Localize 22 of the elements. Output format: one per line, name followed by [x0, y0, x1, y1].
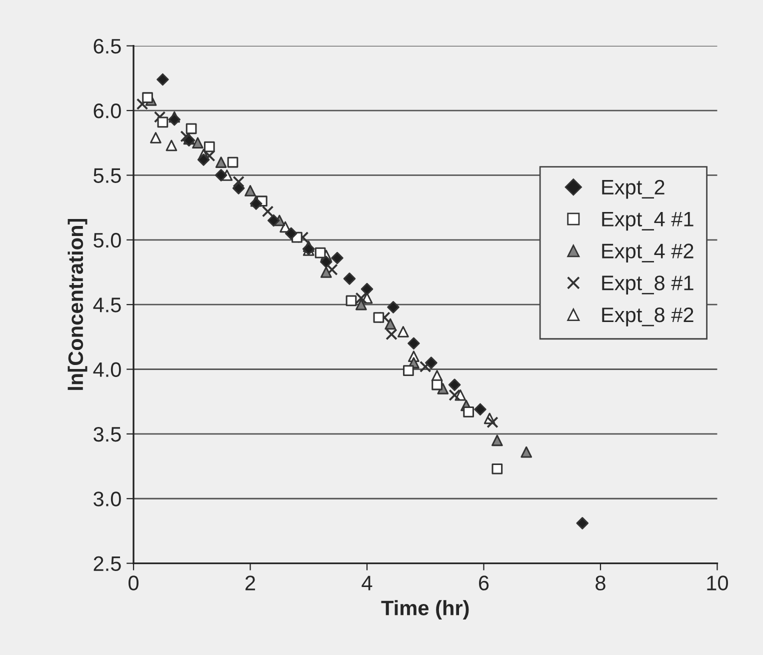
- y-tick-label: 3.5: [94, 426, 121, 442]
- y-axis-title: ln[Concentration]: [68, 218, 88, 390]
- x-tick-label: 4: [362, 576, 372, 590]
- y-tick-label: 3.0: [94, 492, 121, 506]
- legend-label: Expt_4 #2: [602, 244, 694, 263]
- legend-label: Expt_8 #1: [602, 276, 694, 294]
- legend-label: Expt_2: [602, 180, 664, 199]
- y-tick-label: 6.5: [94, 38, 121, 54]
- x-tick-label: 6: [479, 576, 489, 590]
- x-tick-label: 8: [596, 576, 606, 590]
- y-tick-label: 6.0: [94, 104, 121, 118]
- y-tick-label: 5.0: [94, 232, 121, 248]
- legend-label: Expt_8 #2: [602, 308, 694, 326]
- y-tick-label: 5.5: [94, 168, 121, 183]
- x-tick-label: 0: [128, 576, 139, 590]
- y-tick-label: 2.5: [94, 556, 121, 572]
- y-tick-label: 4.5: [93, 298, 121, 312]
- x-tick-label: 2: [246, 576, 256, 590]
- y-tick-label: 4.0: [93, 362, 121, 378]
- legend-label: Expt_4 #1: [602, 212, 694, 231]
- x-tick-label: 10: [707, 576, 728, 590]
- x-axis-title: Time (hr): [381, 600, 469, 620]
